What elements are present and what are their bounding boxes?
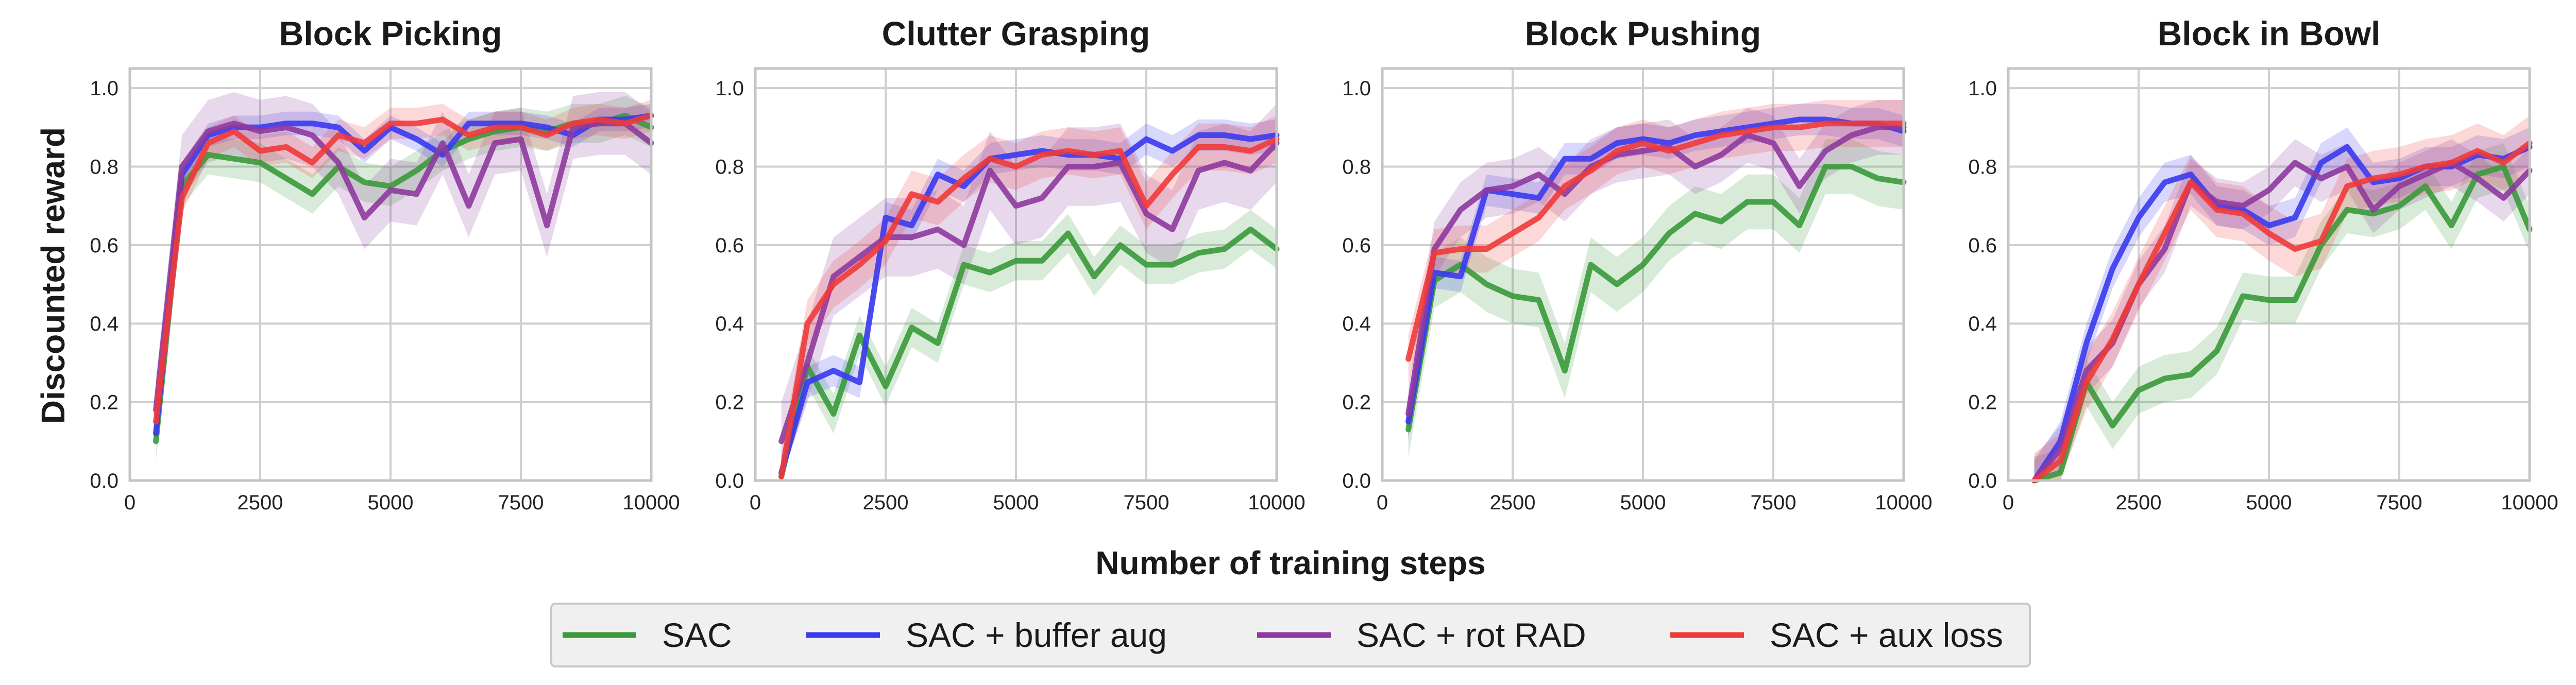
x-tick-label: 2500	[238, 491, 283, 514]
legend-label-sac: SAC	[662, 616, 732, 654]
series-line-sac-aux-loss	[1405, 121, 1907, 362]
y-tick-label: 0.4	[90, 313, 118, 335]
band-sac-buffer-aug	[1408, 104, 1904, 438]
series-line-sac	[1405, 164, 1907, 433]
y-tick-label: 0.2	[90, 391, 118, 414]
legend-item-aux-loss: SAC + aux loss	[1670, 616, 2003, 654]
x-tick-label: 10000	[1248, 491, 1305, 514]
plot-frame	[2007, 67, 2531, 482]
y-tick-label: 0.2	[715, 391, 744, 414]
series-line-sac-aux-loss	[2031, 140, 2533, 484]
series-line-sac-aux-loss	[153, 112, 654, 425]
x-tick-label: 0	[1377, 491, 1388, 514]
y-tick-label: 0.6	[90, 234, 118, 257]
x-axis-label: Number of training steps	[1095, 544, 1485, 581]
x-tick-label: 0	[2003, 491, 2014, 514]
x-tick-label: 2500	[1490, 491, 1536, 514]
panel-block-pushing: 0.0 0.2 0.4 0.6 0.8 1.0 0 2500 5000 7500 10000 Bloc…	[1342, 14, 1932, 514]
band-sac-rot-rad	[1408, 100, 1904, 441]
series-line-sac-rot-rad	[153, 121, 654, 413]
y-axis-label: Discounted reward	[35, 127, 72, 424]
y-tick-label: 0.8	[1342, 156, 1371, 178]
x-tick-label: 5000	[993, 491, 1039, 514]
series-line-sac-aux-loss	[778, 136, 1280, 480]
plot-frame	[1381, 67, 1905, 482]
panel-clutter-grasping: 0.0 0.2 0.4 0.6 0.8 1.0 0 2500 5000 7500 10000 Clut…	[715, 14, 1305, 514]
panel-title: Block Picking	[279, 14, 502, 53]
x-tick-label: 5000	[1620, 491, 1666, 514]
y-tick-label: 0.4	[715, 313, 744, 335]
series-line-sac-buffer-aug	[778, 132, 1280, 476]
legend: SAC SAC + buffer aug SAC + rot RAD SAC +…	[550, 603, 2031, 667]
y-tick-label: 0.8	[1968, 156, 1997, 178]
band-sac	[1408, 139, 1904, 457]
series-line-sac	[2031, 164, 2533, 484]
series-line-sac-rot-rad	[778, 140, 1280, 444]
y-tick-label: 0.4	[1342, 313, 1371, 335]
x-tick-label: 5000	[368, 491, 414, 514]
x-tick-label: 10000	[622, 491, 680, 514]
y-tick-label: 0.6	[1342, 234, 1371, 257]
band-sac-aux-loss	[1408, 100, 1904, 383]
x-tick-label: 5000	[2246, 491, 2292, 514]
plot-frame	[128, 67, 653, 482]
panel-block-picking: 0.0 0.2 0.4 0.6 0.8 1.0 0 2500 5000 7500 10000 Bloc…	[90, 14, 680, 514]
y-tick-label: 0.6	[1968, 234, 1997, 257]
y-tick-label: 0.6	[715, 234, 744, 257]
y-tick-label: 0.0	[1342, 470, 1371, 492]
x-tick-label: 0	[124, 491, 135, 514]
band-sac	[781, 210, 1277, 481]
y-tick-label: 0.0	[715, 470, 744, 492]
panel-title: Clutter Grasping	[882, 14, 1150, 53]
panel-block-in-bowl: 0.0 0.2 0.4 0.6 0.8 1.0 0 2500 5000 7500 10000 Bloc…	[1968, 14, 2558, 514]
plot-frame	[754, 67, 1278, 482]
legend-item-buffer-aug: SAC + buffer aug	[806, 616, 1167, 654]
y-tick-label: 1.0	[1342, 77, 1371, 100]
legend-item-rot-rad: SAC + rot RAD	[1257, 616, 1586, 654]
y-tick-label: 0.0	[90, 470, 118, 492]
legend-item-sac: SAC	[563, 616, 732, 654]
band-sac-rot-rad	[156, 92, 652, 441]
legend-label-buffer-aug: SAC + buffer aug	[906, 616, 1167, 654]
x-tick-label: 2500	[863, 491, 909, 514]
x-tick-label: 0	[750, 491, 761, 514]
y-tick-label: 1.0	[90, 77, 118, 100]
panel-title: Block Pushing	[1525, 14, 1761, 53]
y-tick-label: 0.2	[1968, 391, 1997, 414]
y-tick-label: 0.8	[90, 156, 118, 178]
legend-label-rot-rad: SAC + rot RAD	[1357, 616, 1586, 654]
x-tick-label: 7500	[1751, 491, 1797, 514]
panels: 0.0 0.2 0.4 0.6 0.8 1.0 0 2500 5000 7500 10000 Bloc…	[90, 14, 2558, 514]
x-tick-label: 10000	[1875, 491, 1932, 514]
legend-label-aux-loss: SAC + aux loss	[1770, 616, 2003, 654]
band-sac	[2034, 143, 2530, 481]
x-tick-label: 7500	[1124, 491, 1170, 514]
x-tick-label: 2500	[2116, 491, 2162, 514]
band-sac-buffer-aug	[2034, 127, 2530, 481]
y-tick-label: 0.2	[1342, 391, 1371, 414]
y-tick-label: 1.0	[1968, 77, 1997, 100]
band-sac	[156, 96, 652, 461]
x-tick-label: 7500	[498, 491, 544, 514]
x-tick-label: 10000	[2501, 491, 2558, 514]
y-tick-label: 0.8	[715, 156, 744, 178]
x-tick-label: 7500	[2377, 491, 2422, 514]
y-tick-label: 0.4	[1968, 313, 1997, 335]
y-tick-label: 0.0	[1968, 470, 1997, 492]
panel-title: Block in Bowl	[2158, 14, 2381, 53]
y-tick-label: 1.0	[715, 77, 744, 100]
